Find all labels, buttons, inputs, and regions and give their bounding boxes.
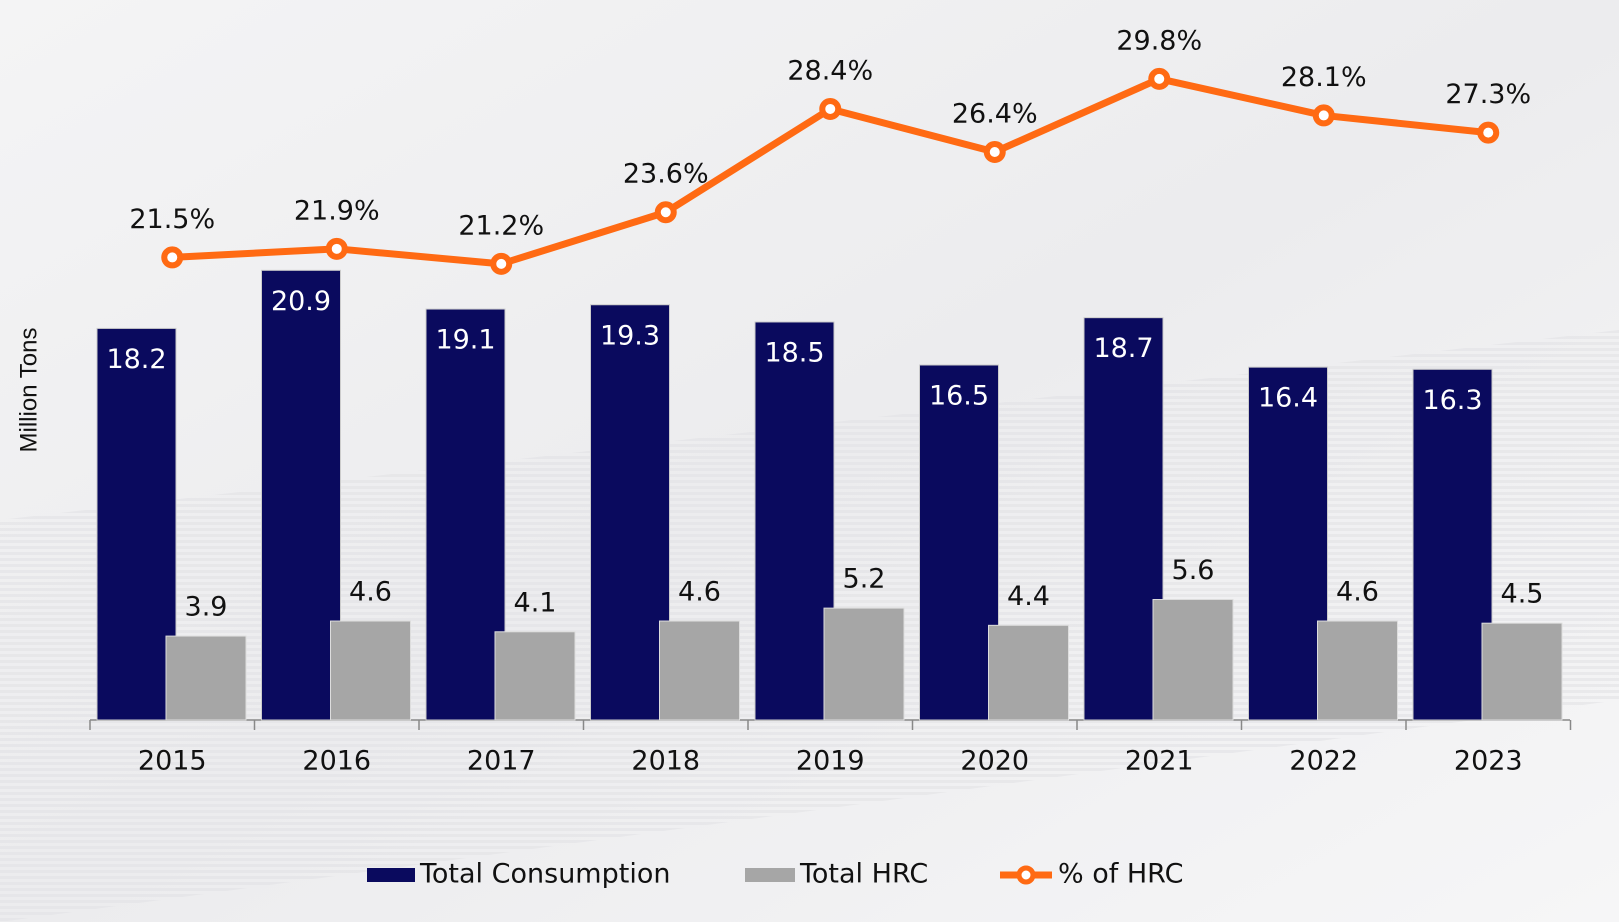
bar [96,327,177,721]
line-point [1312,104,1335,127]
data-label: 20.9 [271,286,331,317]
bar [1317,620,1398,721]
y-axis-label: Million Tons [15,328,42,453]
bar [425,308,506,721]
data-label: 4.6 [1336,577,1379,608]
legend-swatch [367,868,415,882]
bar [1248,366,1328,721]
bar [261,269,341,721]
bar [823,607,905,721]
x-tick-label: 2016 [302,746,371,777]
x-tick-label: 2015 [138,746,207,777]
legend-label: Total Consumption [419,859,670,890]
line-point [1148,67,1171,90]
data-label: 4.4 [1007,581,1050,612]
bar [1481,622,1563,721]
x-tick-label: 2022 [1289,746,1358,777]
x-tick-label: 2017 [467,746,536,777]
data-label: 28.4% [787,55,873,86]
legend-swatch [745,868,795,882]
data-label: 18.7 [1093,333,1153,364]
data-label: 29.8% [1116,25,1202,56]
data-label: 16.3 [1422,385,1482,416]
data-label: 3.9 [185,592,228,623]
bar [494,631,576,721]
data-label: 4.5 [1501,579,1544,610]
data-label: 21.2% [458,210,544,241]
data-label: 4.6 [349,577,392,608]
data-label: 5.6 [1172,555,1215,586]
line-point [1477,121,1500,144]
data-label: 19.3 [600,320,660,351]
legend-label: % of HRC [1058,859,1183,890]
x-tick-label: 2018 [631,746,700,777]
data-label: 4.1 [514,587,557,618]
data-label: 18.5 [764,337,824,368]
bar [659,620,740,721]
bar [330,620,411,721]
x-tick-label: 2023 [1454,746,1523,777]
bar [1152,599,1234,721]
data-label: 23.6% [623,159,709,190]
line-point [325,237,348,260]
bar [1412,368,1493,721]
data-label: 28.1% [1281,62,1367,93]
bar [1083,317,1164,721]
bar [919,364,999,721]
data-label: 18.2 [106,344,166,375]
line-point [490,252,513,275]
data-label: 21.5% [129,204,215,235]
legend-label: Total HRC [799,859,928,890]
data-label: 16.4 [1258,383,1318,414]
bar [165,635,247,721]
bar [754,321,835,721]
line-point [983,141,1006,163]
data-label: 16.5 [929,381,989,412]
data-label: 27.3% [1445,79,1531,110]
line-point [819,97,842,120]
x-tick-label: 2021 [1125,746,1194,777]
x-tick-label: 2020 [960,746,1029,777]
data-label: 5.2 [843,564,886,595]
data-label: 4.6 [678,577,721,608]
data-label: 26.4% [952,99,1038,130]
bar [988,624,1069,721]
x-tick-label: 2019 [796,746,865,777]
line-point [161,246,184,269]
data-label: 19.1 [435,325,495,356]
line-point [654,201,677,224]
data-label: 21.9% [294,195,380,226]
legend-swatch [1016,865,1036,885]
bar [590,304,670,721]
